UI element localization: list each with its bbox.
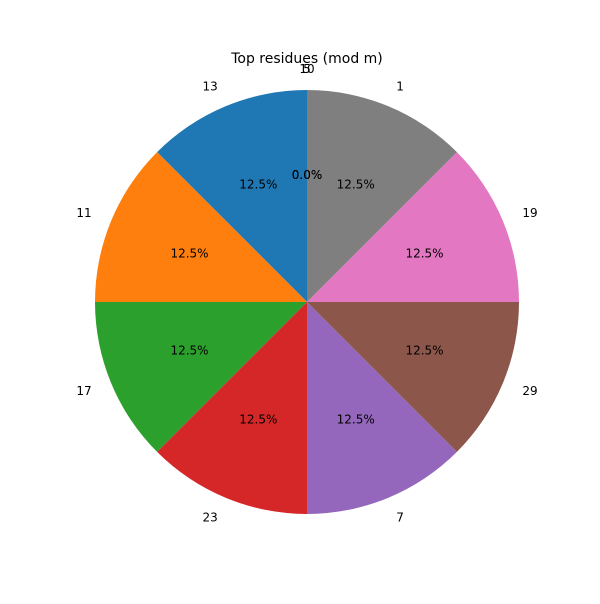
slice-label-1: 1 bbox=[396, 80, 404, 94]
pie-slice-7 bbox=[307, 302, 457, 514]
slice-label-11: 11 bbox=[76, 206, 91, 220]
pct-label-19: 12.5% bbox=[405, 246, 443, 260]
slice-label-23: 23 bbox=[203, 510, 218, 524]
pct-label-17: 12.5% bbox=[170, 344, 208, 358]
pie-slice-29 bbox=[307, 302, 519, 452]
pie-slice-11 bbox=[95, 152, 307, 302]
pie-slice-23 bbox=[157, 302, 307, 514]
pct-label-5: 0.0% bbox=[292, 168, 323, 182]
slice-label-7: 7 bbox=[396, 510, 404, 524]
slice-label-10: 10 bbox=[299, 62, 314, 76]
slice-label-19: 19 bbox=[522, 206, 537, 220]
slice-label-5: 5 bbox=[303, 62, 311, 76]
pct-label-13: 12.5% bbox=[239, 178, 277, 192]
pie-slice-19 bbox=[307, 152, 519, 302]
pct-label-23: 12.5% bbox=[239, 413, 277, 427]
pct-label-11: 12.5% bbox=[170, 246, 208, 260]
pie-slices bbox=[95, 90, 519, 514]
chart-title: Top residues (mod m) bbox=[230, 51, 383, 67]
slice-label-17: 17 bbox=[76, 384, 91, 398]
pie-labels: 13 12.5% 11 12.5% 17 12.5% 23 12.5% 7 12.5% 29 12.5… bbox=[76, 62, 537, 525]
pct-label-10: 0.0% bbox=[292, 168, 323, 182]
pie-slice-1 bbox=[307, 90, 457, 302]
slice-label-29: 29 bbox=[522, 384, 537, 398]
pct-label-1: 12.5% bbox=[337, 178, 375, 192]
pie-slice-13 bbox=[157, 90, 307, 302]
pct-label-7: 12.5% bbox=[337, 413, 375, 427]
pct-label-29: 12.5% bbox=[405, 344, 443, 358]
pie-slice-17 bbox=[95, 302, 307, 452]
slice-label-13: 13 bbox=[203, 80, 218, 94]
